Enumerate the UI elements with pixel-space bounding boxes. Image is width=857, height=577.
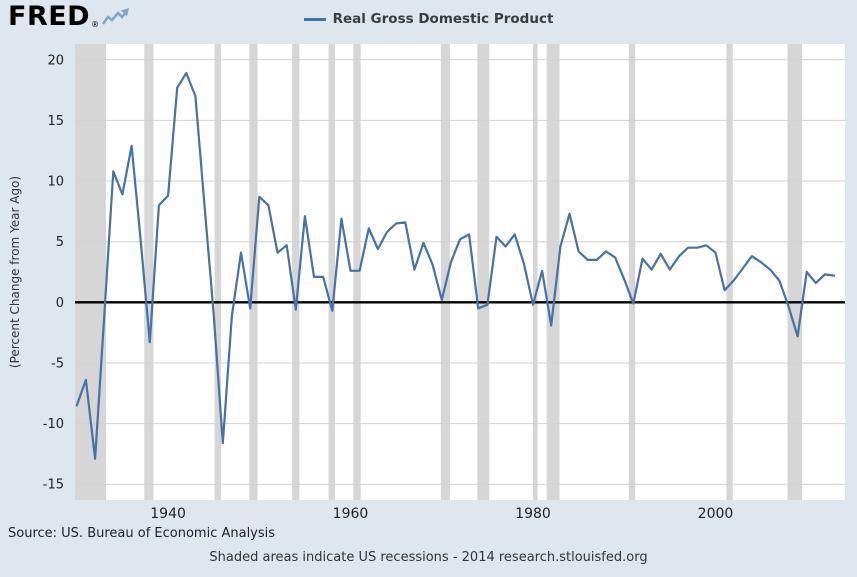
recession-band xyxy=(328,44,335,500)
fred-logo-text: FRED xyxy=(8,1,91,32)
recession-band xyxy=(292,44,300,500)
recession-band xyxy=(440,44,450,500)
x-tick-label: 1940 xyxy=(150,506,186,522)
x-tick-label: 2000 xyxy=(698,506,734,522)
gdp-line xyxy=(75,71,836,460)
fred-logo: FRED ® xyxy=(8,3,130,30)
y-tick-label: 10 xyxy=(47,175,64,190)
recession-band xyxy=(75,44,106,500)
y-tick-label: -15 xyxy=(43,478,64,493)
legend-label: Real Gross Domestic Product xyxy=(332,11,554,27)
y-tick-label: -10 xyxy=(43,417,64,432)
recession-note: Shaded areas indicate US recessions - 20… xyxy=(209,550,648,565)
recession-band xyxy=(726,44,733,500)
y-tick-label: 0 xyxy=(56,296,64,311)
recession-band xyxy=(787,44,803,500)
source-text: Source: US. Bureau of Economic Analysis xyxy=(8,526,276,541)
y-tick-label: 5 xyxy=(56,235,64,250)
x-tick-label: 1960 xyxy=(333,506,369,522)
recession-band xyxy=(546,44,560,500)
recession-band xyxy=(628,44,636,500)
x-tick-label: 1980 xyxy=(515,506,551,522)
gdp-line-plot: -15 -10 -5 0 5 10 15 20 1940 1960 1980 2000 xyxy=(43,44,845,522)
recession-band xyxy=(144,44,154,500)
registered-mark: ® xyxy=(91,20,100,29)
fred-squiggle-icon xyxy=(102,8,130,25)
recession-band xyxy=(353,44,361,500)
chart-header: FRED ® Real Gross Domestic Product xyxy=(0,0,857,38)
legend-line-swatch xyxy=(303,17,326,21)
recession-band xyxy=(477,44,490,500)
y-tick-label: -5 xyxy=(51,357,64,372)
y-tick-label: 20 xyxy=(47,53,64,68)
recession-band xyxy=(533,44,538,500)
legend: Real Gross Domestic Product xyxy=(303,11,554,27)
y-tick-label: 15 xyxy=(47,114,64,129)
recession-band xyxy=(214,44,221,500)
